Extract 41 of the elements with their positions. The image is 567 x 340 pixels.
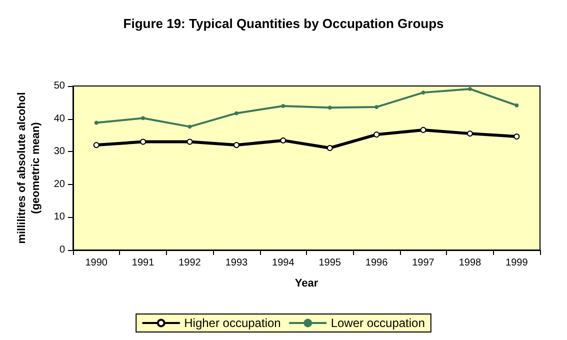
legend-label: Higher occupation <box>184 316 281 330</box>
point <box>514 134 520 140</box>
point <box>326 144 333 151</box>
point <box>466 130 473 137</box>
point <box>420 126 426 133</box>
x-tick-label: 1992 <box>178 258 202 268</box>
x-tick-label: 1999 <box>506 258 528 268</box>
y-tick-label: 0 <box>59 244 66 256</box>
point <box>468 86 472 91</box>
y-tick-label: 40 <box>54 113 66 124</box>
x-tick-label: 1990 <box>85 258 108 268</box>
y-tick-label: 30 <box>54 146 66 158</box>
y-tick-label: 10 <box>54 212 66 223</box>
point <box>374 132 380 138</box>
point <box>93 142 100 148</box>
point <box>140 138 146 145</box>
x-tick-label: 1997 <box>412 258 435 268</box>
legend-label: Lower occupation <box>330 316 425 330</box>
point <box>514 103 519 108</box>
point <box>186 138 193 145</box>
point <box>281 104 286 108</box>
x-tick-label: 1991 <box>132 258 155 268</box>
point <box>141 116 146 120</box>
point <box>233 142 240 148</box>
point <box>94 120 98 125</box>
x-tick-label: 1994 <box>272 258 295 268</box>
y-tick-label: 20 <box>54 178 66 190</box>
chart-title: Figure 19: Typical Quantities by Occupation Groups <box>123 16 444 31</box>
point <box>421 90 426 95</box>
point <box>188 124 192 129</box>
x-tick-label: 1998 <box>458 258 482 268</box>
x-axis-title: Year <box>294 278 319 290</box>
x-tick-label: 1996 <box>365 258 388 268</box>
point <box>234 111 238 116</box>
point <box>280 137 286 144</box>
point <box>328 106 332 110</box>
point <box>374 104 379 109</box>
y-tick-label: 50 <box>54 80 66 92</box>
x-tick-label: 1993 <box>225 258 248 268</box>
y-axis-title: millilitres of absolute alcohol (geometric mean) <box>16 92 42 244</box>
x-tick-label: 1995 <box>318 258 342 268</box>
